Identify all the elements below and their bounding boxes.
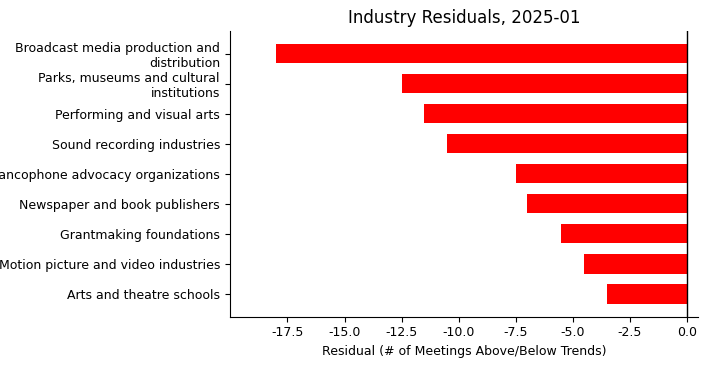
Title: Industry Residuals, 2025-01: Industry Residuals, 2025-01 xyxy=(348,8,580,27)
Bar xyxy=(402,74,687,93)
Bar xyxy=(276,44,687,63)
Bar xyxy=(527,194,687,213)
X-axis label: Residual (# of Meetings Above/Below Trends): Residual (# of Meetings Above/Below Tren… xyxy=(322,345,607,358)
Bar xyxy=(607,284,687,303)
Bar xyxy=(447,134,687,154)
Bar xyxy=(584,254,687,274)
Bar xyxy=(562,224,687,244)
Bar xyxy=(516,164,687,183)
Bar xyxy=(425,104,687,124)
